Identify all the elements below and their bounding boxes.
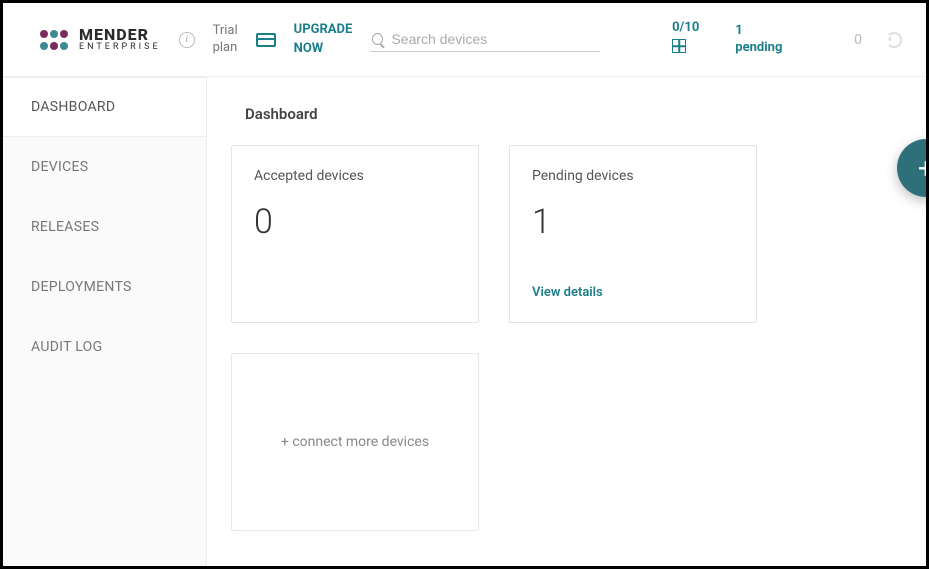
deployments-count: 0 [854, 32, 862, 48]
header-pending-stat[interactable]: 1 pending [735, 23, 782, 57]
sidebar-nav: DASHBOARD DEVICES RELEASES DEPLOYMENTS A… [3, 77, 207, 566]
card-value: 0 [254, 202, 456, 242]
upgrade-line1: UPGRADE [294, 21, 353, 39]
mender-mark-icon [39, 26, 69, 54]
history-icon[interactable] [886, 32, 902, 48]
search-icon [372, 33, 383, 45]
plus-icon: + [918, 152, 926, 185]
page-title: Dashboard [245, 105, 902, 123]
upgrade-line2: NOW [294, 40, 353, 58]
sidebar-item-label: AUDIT LOG [31, 339, 102, 355]
sidebar-item-dashboard[interactable]: DASHBOARD [3, 77, 206, 137]
search-devices[interactable] [370, 27, 600, 52]
sidebar-item-devices[interactable]: DEVICES [3, 137, 206, 197]
upgrade-button[interactable]: UPGRADE NOW [294, 21, 353, 57]
main-content: Dashboard Accepted devices 0 Pending dev… [207, 77, 926, 566]
sidebar-item-deployments[interactable]: DEPLOYMENTS [3, 257, 206, 317]
header-devices-stat[interactable]: 0/10 [672, 20, 699, 59]
pending-devices-card[interactable]: Pending devices 1 View details [509, 145, 757, 323]
brand-logo[interactable]: MENDER ENTERPRISE [39, 26, 161, 54]
sidebar-item-label: RELEASES [31, 219, 99, 235]
app-header: MENDER ENTERPRISE i Trial plan UPGRADE N… [3, 3, 926, 77]
connect-more-label: + connect more devices [281, 434, 429, 450]
card-label: Pending devices [532, 168, 734, 184]
pending-label: pending [735, 40, 782, 57]
plan-line2: plan [213, 40, 238, 57]
brand-sub: ENTERPRISE [79, 43, 161, 52]
credit-card-icon [256, 33, 276, 47]
pending-count: 1 [735, 23, 782, 40]
plan-label: Trial plan [213, 23, 238, 57]
devices-icon [672, 39, 686, 53]
sidebar-item-label: DEPLOYMENTS [31, 279, 132, 295]
sidebar-item-releases[interactable]: RELEASES [3, 197, 206, 257]
card-value: 1 [532, 202, 734, 242]
devices-count: 0/10 [672, 20, 699, 37]
card-label: Accepted devices [254, 168, 456, 184]
connect-more-devices-card[interactable]: + connect more devices [231, 353, 479, 531]
accepted-devices-card[interactable]: Accepted devices 0 [231, 145, 479, 323]
brand-name: MENDER [79, 27, 161, 43]
search-input[interactable] [391, 31, 598, 47]
sidebar-item-label: DASHBOARD [31, 99, 115, 115]
sidebar-item-label: DEVICES [31, 159, 88, 175]
info-icon[interactable]: i [179, 32, 195, 48]
plan-line1: Trial [213, 23, 238, 40]
view-details-link[interactable]: View details [532, 285, 734, 300]
sidebar-item-audit-log[interactable]: AUDIT LOG [3, 317, 206, 377]
